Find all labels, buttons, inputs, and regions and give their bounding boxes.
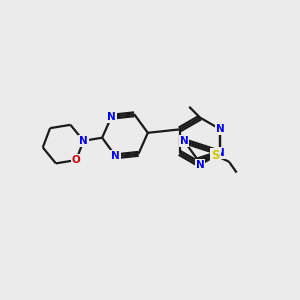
Text: N: N <box>216 148 225 158</box>
Text: O: O <box>72 155 81 165</box>
Text: N: N <box>111 151 120 161</box>
Text: N: N <box>196 160 204 170</box>
Text: N: N <box>180 136 189 146</box>
Text: N: N <box>107 112 116 122</box>
Text: N: N <box>216 124 225 134</box>
Text: N: N <box>79 136 88 146</box>
Text: S: S <box>212 149 220 162</box>
